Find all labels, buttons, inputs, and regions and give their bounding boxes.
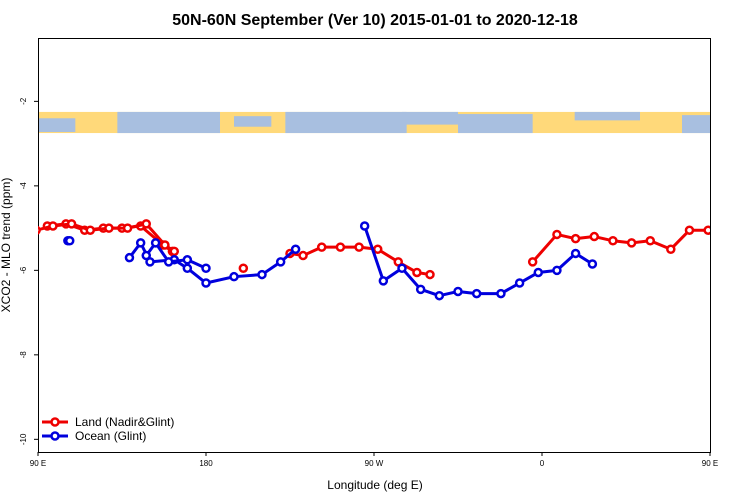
data-point (150, 238, 161, 248)
data-point (397, 263, 407, 273)
data-point (425, 269, 435, 280)
data-point (141, 219, 152, 229)
legend: Land (Nadir&Glint)Ocean (Glint) (42, 415, 174, 443)
data-point (496, 288, 506, 299)
data-point (169, 246, 180, 257)
y-axis-label: XCO2 - MLO trend (ppm) (0, 178, 13, 313)
map-band-ocean (117, 111, 220, 134)
x-tick-label: 0 (540, 459, 545, 468)
data-point (514, 278, 525, 288)
legend-marker (50, 417, 60, 427)
data-point (48, 221, 58, 231)
data-point (290, 244, 301, 254)
data-point (124, 252, 135, 263)
data-point (552, 229, 562, 240)
data-point (335, 242, 346, 252)
data-point (182, 263, 193, 273)
data-point (122, 223, 133, 233)
data-point (372, 244, 383, 254)
x-tick-label: 90 W (365, 459, 384, 468)
data-point (64, 236, 75, 246)
data-point (201, 278, 211, 288)
y-tick-label: -6 (19, 266, 28, 274)
data-point (434, 290, 445, 301)
data-point (471, 288, 482, 299)
data-point (703, 225, 710, 235)
data-point (85, 225, 96, 235)
data-point (378, 276, 389, 286)
series-ocean (63, 221, 598, 301)
series-layer (38, 219, 710, 301)
data-point (354, 242, 364, 252)
data-point (104, 223, 114, 233)
y-tick-label: -10 (19, 433, 28, 445)
x-tick-label: 180 (199, 459, 213, 468)
chart-title: 50N-60N September (Ver 10) 2015-01-01 to… (172, 12, 578, 29)
y-tick-label: -2 (19, 97, 28, 105)
data-point (141, 250, 152, 261)
map-band-ocean (458, 114, 533, 134)
data-point (570, 248, 581, 259)
data-point (666, 244, 676, 254)
data-point (182, 255, 193, 265)
x-axis-ticks: 90 E 180 90 W 0 90 E (30, 452, 718, 468)
data-point (587, 259, 598, 269)
legend-marker (50, 431, 60, 441)
x-tick-label: 90 E (30, 459, 46, 468)
data-point (453, 286, 463, 297)
series-line (531, 228, 710, 263)
series-land (38, 219, 710, 280)
y-tick-label: -8 (19, 351, 28, 359)
data-point (527, 257, 538, 267)
map-band-ocean (38, 118, 76, 132)
data-point (608, 236, 618, 246)
map-band-ocean (285, 111, 407, 134)
data-point (66, 219, 77, 229)
data-point (645, 236, 656, 246)
map-band-ocean (682, 115, 710, 134)
data-point (589, 231, 600, 242)
data-point (229, 271, 239, 282)
data-point (415, 284, 426, 295)
data-point (257, 269, 267, 280)
data-point (316, 242, 327, 252)
x-axis-label: Longitude (deg E) (327, 478, 422, 492)
world-map-band (38, 111, 710, 134)
data-point (552, 265, 562, 276)
data-point (201, 263, 211, 273)
data-point (160, 240, 170, 250)
map-band-ocean (402, 111, 458, 125)
x-tick-label: 90 E (702, 459, 718, 468)
data-point (684, 225, 695, 235)
data-point (38, 225, 41, 235)
data-point (626, 238, 637, 248)
map-band-ocean (574, 111, 640, 121)
data-point (298, 250, 308, 261)
y-axis-ticks: -2 -4 -6 -8 -10 (19, 97, 38, 445)
data-point (135, 238, 146, 248)
data-point (359, 221, 370, 231)
data-point (412, 267, 422, 278)
data-point (533, 267, 544, 278)
y-tick-label: -4 (19, 182, 28, 190)
legend-label: Land (Nadir&Glint) (75, 415, 174, 429)
data-point (163, 257, 174, 267)
map-band-ocean (234, 116, 272, 127)
legend-label: Ocean (Glint) (75, 429, 146, 443)
data-point (275, 257, 286, 267)
data-point (570, 233, 581, 244)
data-point (238, 263, 249, 273)
